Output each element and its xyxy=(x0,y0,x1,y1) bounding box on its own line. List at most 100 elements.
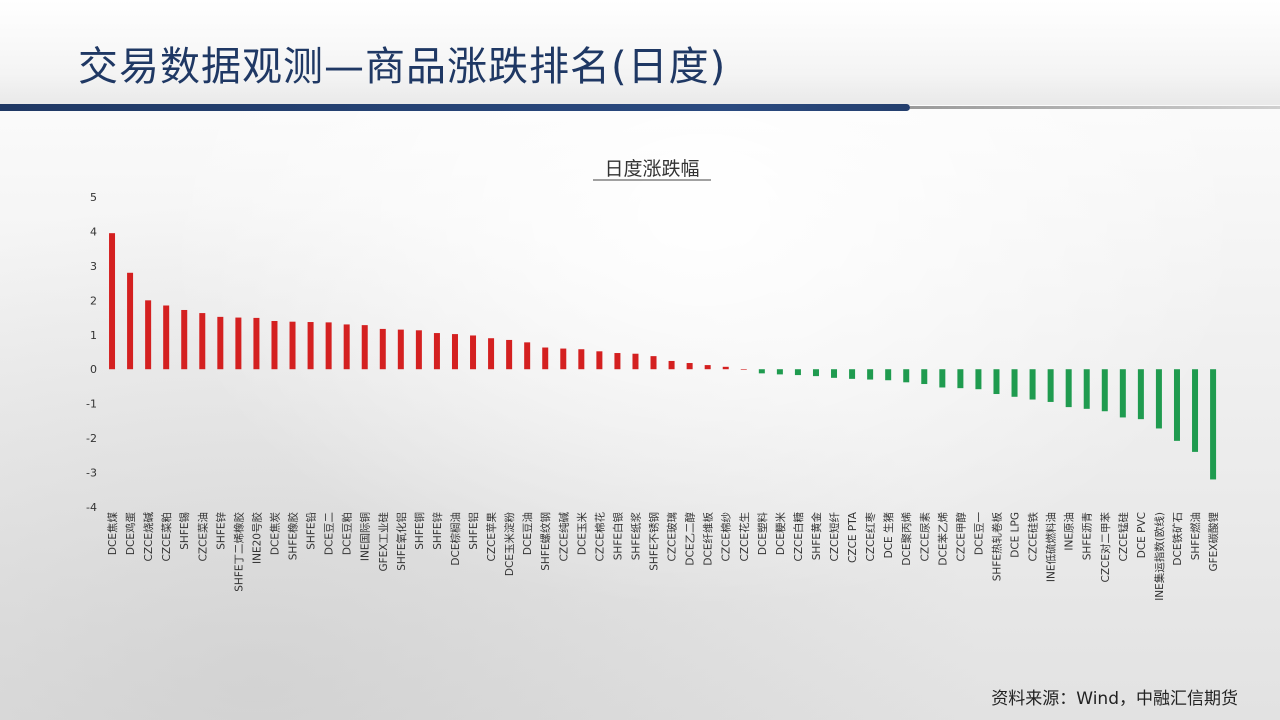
x-tick-label: CZCE棉花 xyxy=(593,512,606,562)
x-tick-label: SHFE橡胶 xyxy=(287,512,300,561)
x-tick-label: INE20号胶 xyxy=(250,512,263,564)
x-tick-label: DCE焦炭 xyxy=(268,512,281,556)
x-tick-label: INE原油 xyxy=(1063,512,1076,551)
x-tick-label: CZCE红枣 xyxy=(864,512,877,562)
bar xyxy=(578,349,585,370)
bar xyxy=(361,325,368,370)
bar xyxy=(217,316,224,370)
x-tick-label: DCE聚丙烯 xyxy=(900,512,913,566)
x-tick-label: DCE玉米淀粉 xyxy=(503,512,516,577)
header-accent-bar xyxy=(0,104,910,111)
x-tick-label: DCE豆一 xyxy=(973,512,985,556)
bar xyxy=(921,369,928,385)
x-tick-label: DCE豆二 xyxy=(324,512,336,555)
y-tick-label: 4 xyxy=(90,225,97,238)
x-tick-label: CZCE白糖 xyxy=(792,512,805,562)
x-tick-label: CZCE锰硅 xyxy=(1117,512,1130,562)
x-tick-label: CZCE硅铁 xyxy=(1027,512,1040,562)
bar xyxy=(885,369,892,381)
x-tick-label: SHFE纸浆 xyxy=(629,512,642,561)
x-tick-label: CZCE菜油 xyxy=(196,512,209,562)
bar xyxy=(1210,369,1217,480)
bar xyxy=(199,313,206,370)
bar xyxy=(542,347,549,370)
bar xyxy=(433,333,440,370)
x-tick-label: DCE 生猪 xyxy=(882,512,895,559)
bar xyxy=(181,309,188,370)
bar xyxy=(271,321,278,370)
x-tick-label: INE低硫燃料油 xyxy=(1045,512,1058,582)
header-band xyxy=(0,0,1280,105)
x-tick-label: SHFE热轧卷板 xyxy=(990,512,1003,582)
y-tick-label: 1 xyxy=(90,329,97,342)
bar xyxy=(903,369,910,383)
bar xyxy=(415,330,422,370)
x-tick-label: CZCE甲醇 xyxy=(954,512,967,562)
bar xyxy=(758,369,765,374)
y-tick-label: -2 xyxy=(86,432,97,445)
x-tick-label: DCE纤维板 xyxy=(702,512,715,566)
x-tick-label: DCE苯乙烯 xyxy=(936,512,949,566)
bar xyxy=(109,233,116,370)
bar xyxy=(776,369,783,375)
bar xyxy=(379,328,386,370)
x-tick-label: SHFE燃油 xyxy=(1189,512,1202,560)
x-tick-label: SHFE氧化铝 xyxy=(395,512,408,571)
x-tick-label: DCE PVC xyxy=(1136,512,1148,558)
x-tick-label: SHFE螺纹钢 xyxy=(539,512,552,571)
x-tick-label: DCE乙二醇 xyxy=(684,512,697,566)
x-tick-label: SHFE铝 xyxy=(467,512,480,550)
bar xyxy=(506,339,513,370)
bar xyxy=(397,329,404,370)
bar xyxy=(614,353,621,370)
header-divider-line xyxy=(910,106,1280,109)
bar xyxy=(488,338,495,370)
y-tick-label: 0 xyxy=(90,363,97,376)
x-tick-label: SHFE丁二烯橡胶 xyxy=(232,512,245,592)
bar xyxy=(307,322,314,370)
bar xyxy=(235,317,242,370)
x-tick-label: DCE鸡蛋 xyxy=(124,512,137,556)
bar xyxy=(145,300,152,370)
bar xyxy=(343,324,350,370)
bar xyxy=(722,366,729,370)
x-tick-label: SHFE白银 xyxy=(611,512,624,561)
bar xyxy=(849,369,856,379)
x-tick-label: SHFE铜 xyxy=(414,512,426,550)
x-tick-label: DCE塑料 xyxy=(756,512,769,556)
x-tick-label: INE集运指数(欧线) xyxy=(1153,512,1166,601)
bar xyxy=(451,334,458,370)
page-title: 交易数据观测—商品涨跌排名(日度) xyxy=(78,44,727,90)
x-axis: DCE焦煤 DCE鸡蛋 CZCE烧碱 CZCE菜粕 SHFE锡 CZCE菜油 SHFE锌 SH… xyxy=(106,511,1220,601)
x-tick-label: CZCE花生 xyxy=(738,512,751,562)
bar xyxy=(794,369,801,376)
y-tick-label: 5 xyxy=(90,191,97,204)
bar xyxy=(1137,369,1144,420)
x-tick-label: DCE LPG xyxy=(1010,512,1022,558)
bar xyxy=(1173,369,1180,441)
bar xyxy=(867,369,874,380)
x-tick-label: CZCE烧碱 xyxy=(142,512,155,562)
bar xyxy=(740,369,747,370)
y-tick-label: -1 xyxy=(86,398,97,411)
bar xyxy=(686,363,693,370)
x-tick-label: GFEX碳酸锂 xyxy=(1207,512,1220,572)
bar xyxy=(127,272,134,370)
bar xyxy=(1192,369,1199,452)
bar xyxy=(1047,369,1054,402)
x-tick-label: CZCE短纤 xyxy=(828,512,841,562)
bar xyxy=(812,369,819,377)
x-tick-label: DCE粳米 xyxy=(774,512,787,556)
bar xyxy=(939,369,946,388)
bar xyxy=(325,322,332,370)
y-axis: 5 4 3 2 1 0 -1 -2 -3 -4 xyxy=(86,191,97,514)
x-tick-label: GFEX工业硅 xyxy=(377,512,390,572)
x-tick-label: CZCE玻璃 xyxy=(666,512,679,562)
bar xyxy=(289,321,296,370)
x-tick-label: CZCE PTA xyxy=(847,511,859,563)
bar-series xyxy=(109,233,1217,480)
x-tick-label: CZCE棉纱 xyxy=(720,512,733,562)
x-tick-label: DCE豆粕 xyxy=(341,512,354,555)
bar xyxy=(470,335,477,370)
